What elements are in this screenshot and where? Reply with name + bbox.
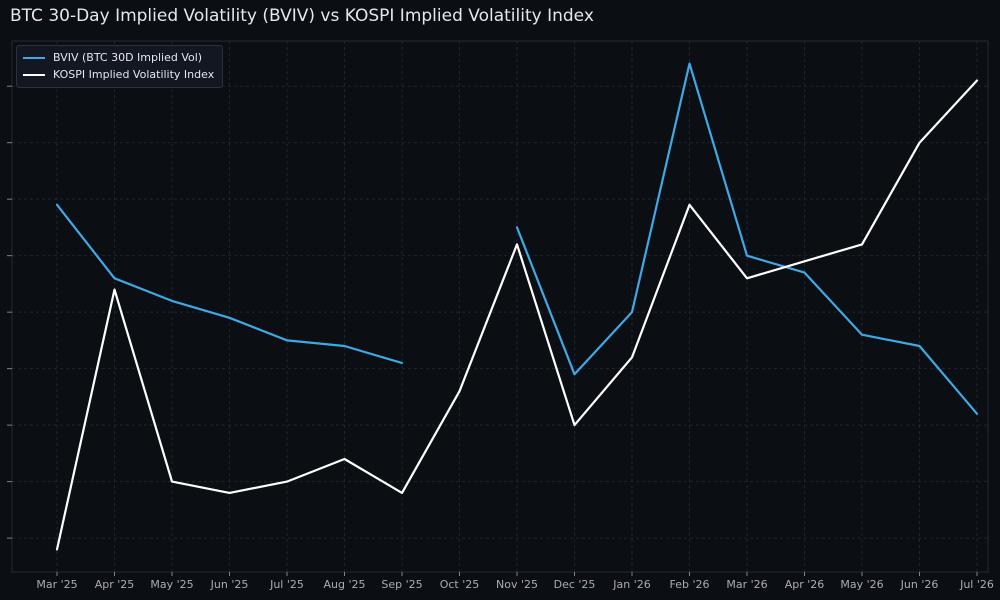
series-line-bviv [55,62,979,415]
gridlines [12,41,988,572]
x-tick-label: Apr '26 [785,578,825,591]
legend-label-bviv: BVIV (BTC 30D Implied Vol) [53,51,203,64]
series-lines [55,62,979,551]
x-tick-label: Jul '25 [269,578,304,591]
x-tick-label: Jun '25 [210,578,249,591]
x-tick-label: Mar '25 [36,578,77,591]
x-tick-label: May '25 [150,578,193,591]
x-tick-label: Mar '26 [726,578,767,591]
x-tick-label: Aug '25 [324,578,366,591]
x-tick-label: Jan '26 [612,578,650,591]
legend-swatch-kospi [23,73,45,76]
x-tick-label: Feb '26 [670,578,710,591]
x-tick-label: May '26 [840,578,883,591]
x-tick-label: Jul '26 [959,578,994,591]
x-tick-label: Oct '25 [440,578,480,591]
plot-area [11,40,989,573]
x-tick-label: Dec '25 [554,578,596,591]
legend-swatch-bviv [23,56,45,59]
legend-item-kospi: KOSPI Implied Volatility Index [23,66,214,83]
legend-item-bviv: BVIV (BTC 30D Implied Vol) [23,49,214,66]
legend-label-kospi: KOSPI Implied Volatility Index [53,68,215,81]
x-tick-label: Sep '25 [381,578,422,591]
x-tick-label: Jun '26 [900,578,939,591]
x-tick-label: Nov '25 [496,578,538,591]
legend: BVIV (BTC 30D Implied Vol) KOSPI Implied… [16,45,224,88]
chart-title: BTC 30-Day Implied Volatility (BVIV) vs … [10,6,594,26]
axes: Mar '25 Apr '25 May '25 Jun '25 Jul '25 Aug '… [7,85,994,591]
series-line-kospi [55,79,979,551]
x-tick-label: Apr '25 [95,578,135,591]
